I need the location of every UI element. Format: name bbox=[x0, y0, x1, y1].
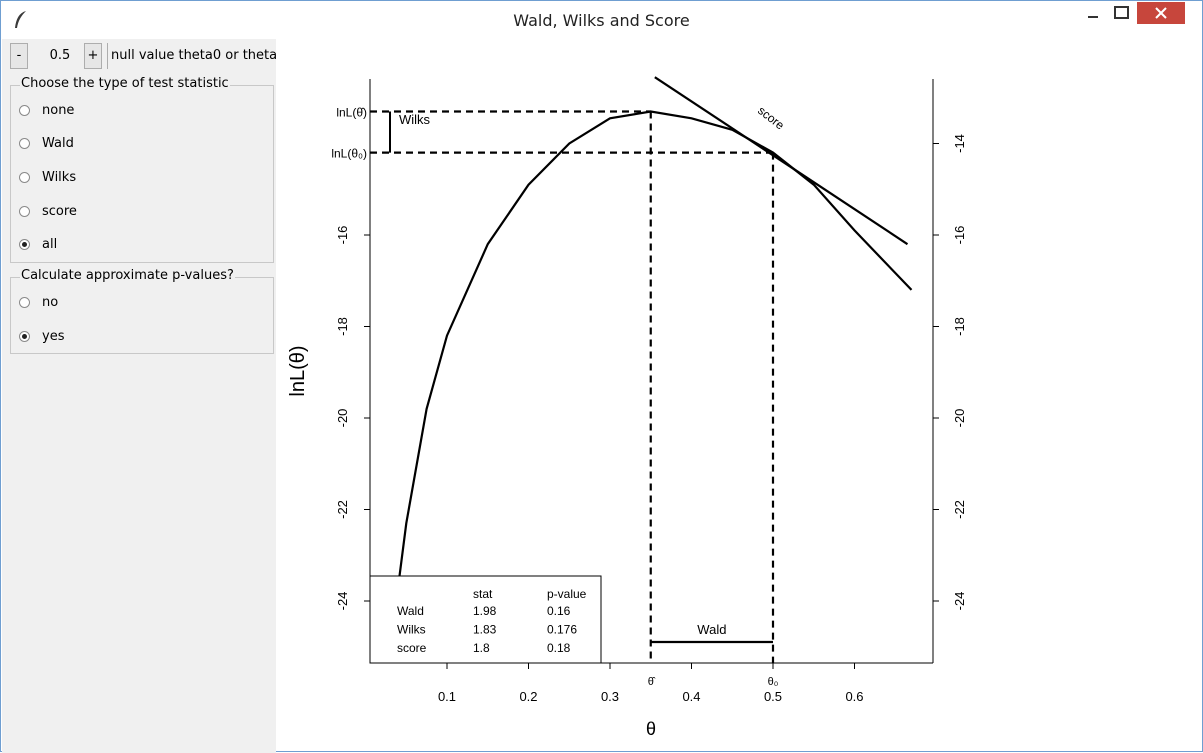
theta-hat-tick-label: θ̂ bbox=[648, 676, 656, 688]
maximize-icon[interactable] bbox=[1108, 2, 1136, 24]
radio-label: Wilks bbox=[42, 170, 77, 185]
stats-cell-name: Wald bbox=[397, 604, 424, 618]
x-tick-label: 0.3 bbox=[601, 689, 619, 704]
lnL-hat-label: lnL(θ̂) bbox=[336, 105, 367, 119]
log-likelihood-curve bbox=[391, 110, 913, 647]
test-statistic-legend: Choose the type of test statistic bbox=[20, 76, 230, 91]
lnL-theta0-label: lnL(θ₀) bbox=[331, 147, 367, 161]
radio-label: no bbox=[42, 295, 59, 310]
radio-circle bbox=[19, 172, 30, 183]
close-icon bbox=[1155, 7, 1167, 19]
control-panel: - 0.5 + null value theta0 or theta Choos… bbox=[2, 39, 277, 753]
theta-value: 0.5 bbox=[49, 48, 71, 63]
radio-selected-dot bbox=[22, 242, 27, 247]
stats-cell-p: 0.16 bbox=[547, 604, 571, 618]
y-tick-label: -16 bbox=[335, 226, 350, 245]
close-button[interactable] bbox=[1137, 2, 1185, 24]
pvalue-legend: Calculate approximate p-values? bbox=[20, 268, 235, 283]
wilks-label: Wilks bbox=[399, 112, 431, 127]
decrement-button[interactable]: - bbox=[10, 43, 28, 69]
stats-cell-stat: 1.98 bbox=[473, 604, 497, 618]
x-tick-label: 0.2 bbox=[519, 689, 537, 704]
stats-cell-stat: 1.8 bbox=[473, 641, 490, 655]
y-tick-label: -18 bbox=[335, 317, 350, 336]
radio-label: none bbox=[42, 103, 75, 118]
y-tick-label: -24 bbox=[335, 592, 350, 611]
right-y-tick-label: -18 bbox=[952, 317, 967, 336]
y-tick-label: -20 bbox=[335, 409, 350, 428]
title-bar: Wald, Wilks and Score bbox=[1, 1, 1202, 39]
null-value-label: null value theta0 or theta bbox=[107, 43, 277, 69]
radio-circle bbox=[19, 206, 30, 217]
test-statistic-group: Choose the type of test statistic none W… bbox=[10, 76, 274, 263]
minimize-icon[interactable] bbox=[1078, 2, 1108, 24]
right-y-tick-label: -16 bbox=[952, 226, 967, 245]
right-y-tick-label: -14 bbox=[952, 134, 967, 153]
score-label: score bbox=[755, 103, 787, 132]
y-axis-title: lnL(θ) bbox=[287, 345, 309, 396]
stats-cell-p: 0.176 bbox=[547, 623, 577, 637]
feather-icon bbox=[15, 11, 26, 28]
radio-label: yes bbox=[42, 329, 65, 344]
radio-circle bbox=[19, 138, 30, 149]
right-y-tick-label: -22 bbox=[952, 500, 967, 519]
pvalue-group: Calculate approximate p-values? no yes bbox=[10, 268, 274, 354]
increment-button[interactable]: + bbox=[84, 43, 102, 69]
radio-circle bbox=[19, 331, 30, 342]
x-tick-label: 0.1 bbox=[438, 689, 456, 704]
stats-cell-name: Wilks bbox=[397, 623, 426, 637]
stats-cell-stat: 1.83 bbox=[473, 623, 497, 637]
stats-table-box bbox=[369, 575, 602, 664]
y-tick-label: -22 bbox=[335, 500, 350, 519]
right-y-tick-label: -20 bbox=[952, 409, 967, 428]
window-title: Wald, Wilks and Score bbox=[513, 11, 690, 30]
x-axis-title: θ bbox=[646, 719, 656, 739]
radio-selected-dot bbox=[22, 334, 27, 339]
radio-circle bbox=[19, 105, 30, 116]
right-y-tick-label: -24 bbox=[952, 592, 967, 611]
score-tangent-line bbox=[654, 76, 909, 246]
x-tick-label: 0.5 bbox=[764, 689, 782, 704]
stats-header-stat: stat bbox=[473, 587, 493, 601]
radio-label: all bbox=[42, 237, 58, 252]
radio-label: score bbox=[42, 204, 77, 219]
x-tick-label: 0.6 bbox=[845, 689, 863, 704]
stats-cell-name: score bbox=[397, 641, 427, 655]
stats-header-pvalue: p-value bbox=[547, 587, 587, 601]
radio-circle bbox=[19, 239, 30, 250]
theta0-tick-label: θ₀ bbox=[768, 676, 779, 688]
radio-label: Wald bbox=[42, 136, 74, 151]
wald-label: Wald bbox=[697, 622, 726, 637]
stats-cell-p: 0.18 bbox=[547, 641, 571, 655]
x-tick-label: 0.4 bbox=[682, 689, 700, 704]
radio-circle bbox=[19, 297, 30, 308]
